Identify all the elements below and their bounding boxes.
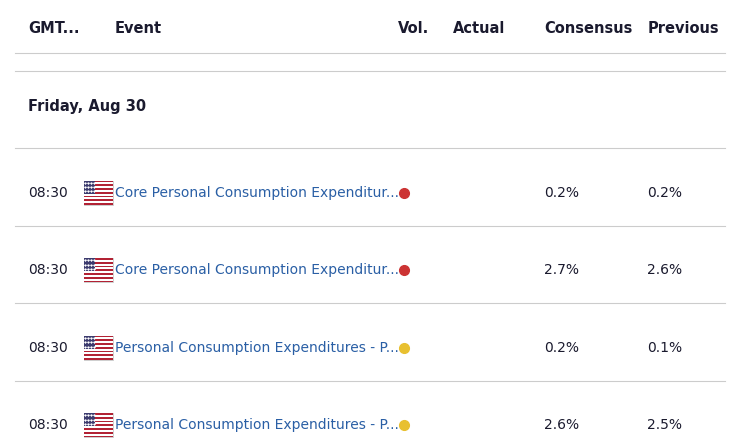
Text: 08:30: 08:30	[28, 186, 68, 200]
FancyBboxPatch shape	[84, 275, 113, 277]
FancyBboxPatch shape	[84, 258, 113, 260]
Text: 2.5%: 2.5%	[648, 418, 682, 432]
FancyBboxPatch shape	[84, 349, 113, 350]
FancyBboxPatch shape	[84, 188, 113, 190]
FancyBboxPatch shape	[84, 435, 113, 438]
Text: Friday, Aug 30: Friday, Aug 30	[28, 99, 147, 114]
Text: Actual: Actual	[453, 21, 505, 36]
FancyBboxPatch shape	[84, 430, 113, 432]
FancyBboxPatch shape	[84, 413, 113, 415]
Text: Consensus: Consensus	[544, 21, 632, 36]
Text: Previous: Previous	[648, 21, 719, 36]
FancyBboxPatch shape	[84, 198, 113, 199]
FancyBboxPatch shape	[84, 336, 113, 338]
FancyBboxPatch shape	[84, 424, 113, 426]
FancyBboxPatch shape	[84, 419, 113, 420]
FancyBboxPatch shape	[84, 184, 113, 186]
FancyBboxPatch shape	[84, 273, 113, 275]
FancyBboxPatch shape	[84, 347, 113, 349]
Text: 2.6%: 2.6%	[648, 263, 682, 277]
FancyBboxPatch shape	[84, 279, 113, 280]
FancyBboxPatch shape	[84, 277, 113, 279]
FancyBboxPatch shape	[84, 426, 113, 428]
FancyBboxPatch shape	[84, 415, 113, 417]
Text: GMT...: GMT...	[28, 21, 80, 36]
FancyBboxPatch shape	[84, 264, 113, 265]
FancyBboxPatch shape	[84, 343, 113, 345]
FancyBboxPatch shape	[84, 268, 113, 269]
FancyBboxPatch shape	[84, 192, 113, 194]
FancyBboxPatch shape	[84, 353, 113, 354]
FancyBboxPatch shape	[84, 194, 113, 195]
FancyBboxPatch shape	[84, 262, 113, 264]
FancyBboxPatch shape	[84, 417, 113, 419]
FancyBboxPatch shape	[84, 258, 95, 271]
FancyBboxPatch shape	[84, 432, 113, 434]
FancyBboxPatch shape	[84, 336, 95, 349]
FancyBboxPatch shape	[84, 181, 113, 205]
Text: Personal Consumption Expenditures - P...: Personal Consumption Expenditures - P...	[115, 341, 399, 355]
Text: 08:30: 08:30	[28, 341, 68, 355]
FancyBboxPatch shape	[84, 269, 113, 271]
FancyBboxPatch shape	[84, 265, 113, 268]
Text: Event: Event	[115, 21, 162, 36]
FancyBboxPatch shape	[84, 341, 113, 343]
FancyBboxPatch shape	[84, 339, 113, 341]
Text: 0.2%: 0.2%	[544, 186, 579, 200]
FancyBboxPatch shape	[84, 358, 113, 360]
FancyBboxPatch shape	[84, 203, 113, 205]
FancyBboxPatch shape	[84, 345, 113, 347]
Text: 08:30: 08:30	[28, 263, 68, 277]
Text: 2.7%: 2.7%	[544, 263, 579, 277]
FancyBboxPatch shape	[84, 271, 113, 273]
Text: Vol.: Vol.	[398, 21, 429, 36]
FancyBboxPatch shape	[84, 186, 113, 188]
FancyBboxPatch shape	[84, 190, 113, 192]
FancyBboxPatch shape	[84, 260, 113, 262]
FancyBboxPatch shape	[84, 201, 113, 203]
FancyBboxPatch shape	[84, 413, 113, 438]
FancyBboxPatch shape	[84, 199, 113, 201]
Text: Core Personal Consumption Expenditur...: Core Personal Consumption Expenditur...	[115, 186, 399, 200]
Text: Core Personal Consumption Expenditur...: Core Personal Consumption Expenditur...	[115, 263, 399, 277]
FancyBboxPatch shape	[84, 434, 113, 435]
FancyBboxPatch shape	[84, 195, 113, 198]
FancyBboxPatch shape	[84, 183, 113, 184]
FancyBboxPatch shape	[84, 413, 95, 426]
Text: 0.2%: 0.2%	[648, 186, 682, 200]
Text: 08:30: 08:30	[28, 418, 68, 432]
Text: 0.2%: 0.2%	[544, 341, 579, 355]
FancyBboxPatch shape	[84, 258, 113, 283]
FancyBboxPatch shape	[84, 181, 113, 183]
FancyBboxPatch shape	[84, 280, 113, 283]
Text: 2.6%: 2.6%	[544, 418, 579, 432]
FancyBboxPatch shape	[84, 181, 95, 194]
Text: 0.1%: 0.1%	[648, 341, 682, 355]
FancyBboxPatch shape	[84, 420, 113, 423]
FancyBboxPatch shape	[84, 423, 113, 424]
FancyBboxPatch shape	[84, 350, 113, 353]
FancyBboxPatch shape	[84, 354, 113, 356]
FancyBboxPatch shape	[84, 338, 113, 339]
FancyBboxPatch shape	[84, 336, 113, 360]
Text: Personal Consumption Expenditures - P...: Personal Consumption Expenditures - P...	[115, 418, 399, 432]
FancyBboxPatch shape	[84, 356, 113, 358]
FancyBboxPatch shape	[84, 428, 113, 430]
